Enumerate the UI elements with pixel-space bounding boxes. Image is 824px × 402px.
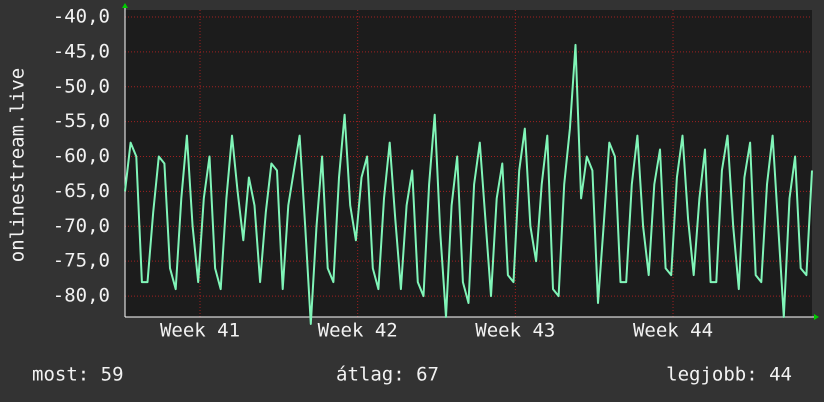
footer-text: átlag: 67 — [336, 364, 439, 386]
x-tick-label: Week 43 — [475, 320, 555, 342]
footer-text: legjobb: 44 — [666, 364, 792, 386]
x-tick-label: Week 44 — [633, 320, 713, 342]
y-tick-label: -80,0 — [53, 285, 110, 307]
axis-arrow — [122, 3, 128, 8]
y-tick-label: -40,0 — [53, 5, 110, 27]
y-tick-label: -45,0 — [53, 40, 110, 62]
x-tick-label: Week 42 — [318, 320, 398, 342]
y-tick-label: -60,0 — [53, 145, 110, 167]
y-tick-label: -75,0 — [53, 250, 110, 272]
data-line — [124, 43, 813, 325]
y-axis-label: onlinestream.live — [7, 68, 29, 262]
y-tick-label: -55,0 — [53, 110, 110, 132]
footer-text: most: 59 — [32, 364, 124, 386]
axis-arrow — [814, 314, 819, 320]
y-tick-label: -70,0 — [53, 215, 110, 237]
y-tick-label: -65,0 — [53, 180, 110, 202]
y-tick-label: -50,0 — [53, 75, 110, 97]
x-tick-label: Week 41 — [160, 320, 240, 342]
plot-area — [125, 10, 812, 317]
